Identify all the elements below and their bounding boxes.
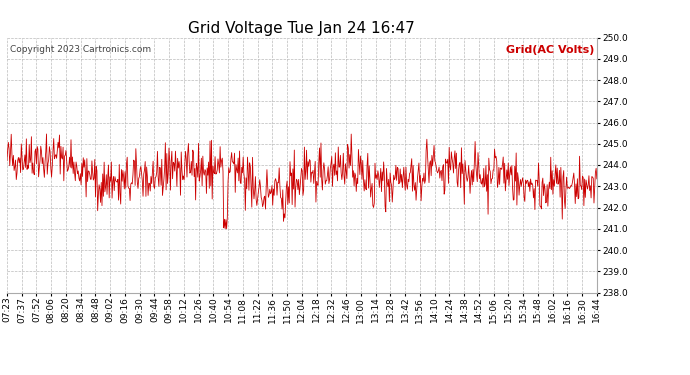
Text: Grid(AC Volts): Grid(AC Volts) — [506, 45, 594, 55]
Title: Grid Voltage Tue Jan 24 16:47: Grid Voltage Tue Jan 24 16:47 — [188, 21, 415, 36]
Text: Copyright 2023 Cartronics.com: Copyright 2023 Cartronics.com — [10, 45, 151, 54]
